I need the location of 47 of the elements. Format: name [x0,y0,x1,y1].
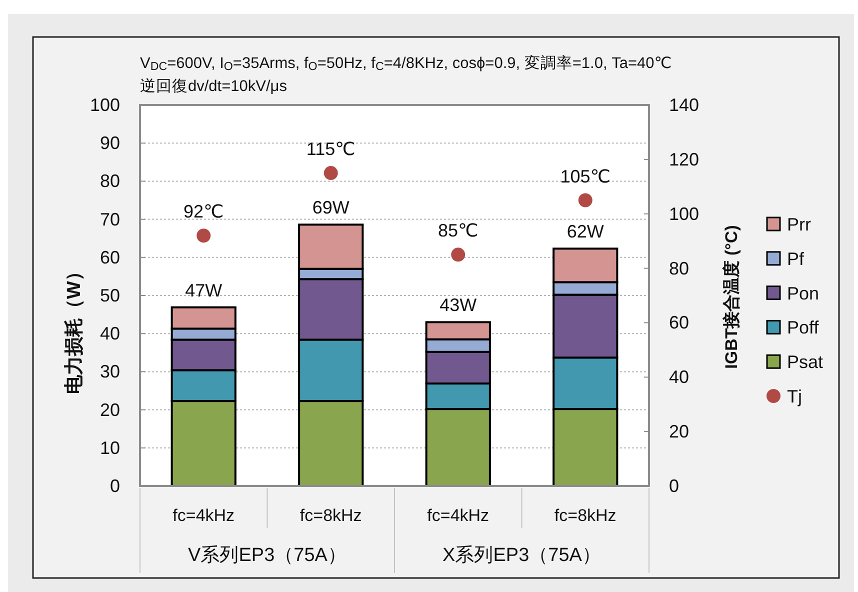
point [578,193,592,208]
y2-tick-label: 140 [669,95,700,115]
legend-label: Tj [787,386,802,406]
text: X系列EP3（75A） [442,545,601,566]
text: V系列EP3（75A） [188,545,346,566]
y2-tick-label: 0 [669,476,680,496]
total-label: 62W [566,222,604,242]
legend-label: Psat [787,352,824,372]
data-label: 105℃ [560,166,610,186]
y-tick-label: 80 [100,171,120,192]
total-label: 69W [312,198,350,218]
x-tick-label: fc=8kHz [554,506,616,525]
y-tick-label: 70 [100,209,120,230]
y2-tick-label: 100 [669,204,700,224]
legend-label: Prr [787,214,811,234]
data-label: 115℃ [306,139,356,160]
x-tick-label: fc=4kHz [427,506,490,525]
y2-axis-title: IGBT接合温度 (°C) [722,225,741,369]
chart-title: V$_{DC}$=600V, I$_{O}$=35Arms, f$_{O}$=50Hz, f$_{C}$=4/8KHz, cosϕ=0.9, 変調率=1.0, Ta=40℃ [140,55,672,73]
y2-tick-label: 80 [669,258,690,278]
x-tick-label: fc=4kHz [172,506,235,525]
total-label: 47W [185,280,222,300]
y-tick-label: 30 [100,362,120,382]
y-tick-label: 20 [100,400,120,420]
y-tick-label: 0 [110,476,120,496]
y-tick-label: 90 [100,133,120,154]
y-tick-label: 60 [100,247,120,268]
chart-subtitle: 逆回復dv/dt=10kV/μs [140,78,287,96]
y-tick-label: 40 [100,324,120,344]
total-label: 43W [440,295,477,316]
y2-tick-label: 60 [669,312,690,333]
y2-tick-label: 120 [669,149,700,170]
point [324,166,338,180]
data-label: 92℃ [184,202,224,222]
x-tick-label: fc=8kHz [300,506,362,525]
point [451,248,466,262]
data-label: 85℃ [438,220,478,241]
point [196,228,211,243]
y-tick-label: 50 [100,286,120,306]
y-axis-title: 电力损耗（W） [63,262,85,394]
y-tick-label: 100 [90,95,120,115]
y-tick-label: 10 [100,438,120,458]
y2-tick-label: 20 [669,422,690,442]
y2-tick-label: 40 [669,367,690,388]
legend-label: Pf [787,248,806,269]
legend-label: Pon [787,283,820,304]
legend-label: Poff [787,318,820,338]
